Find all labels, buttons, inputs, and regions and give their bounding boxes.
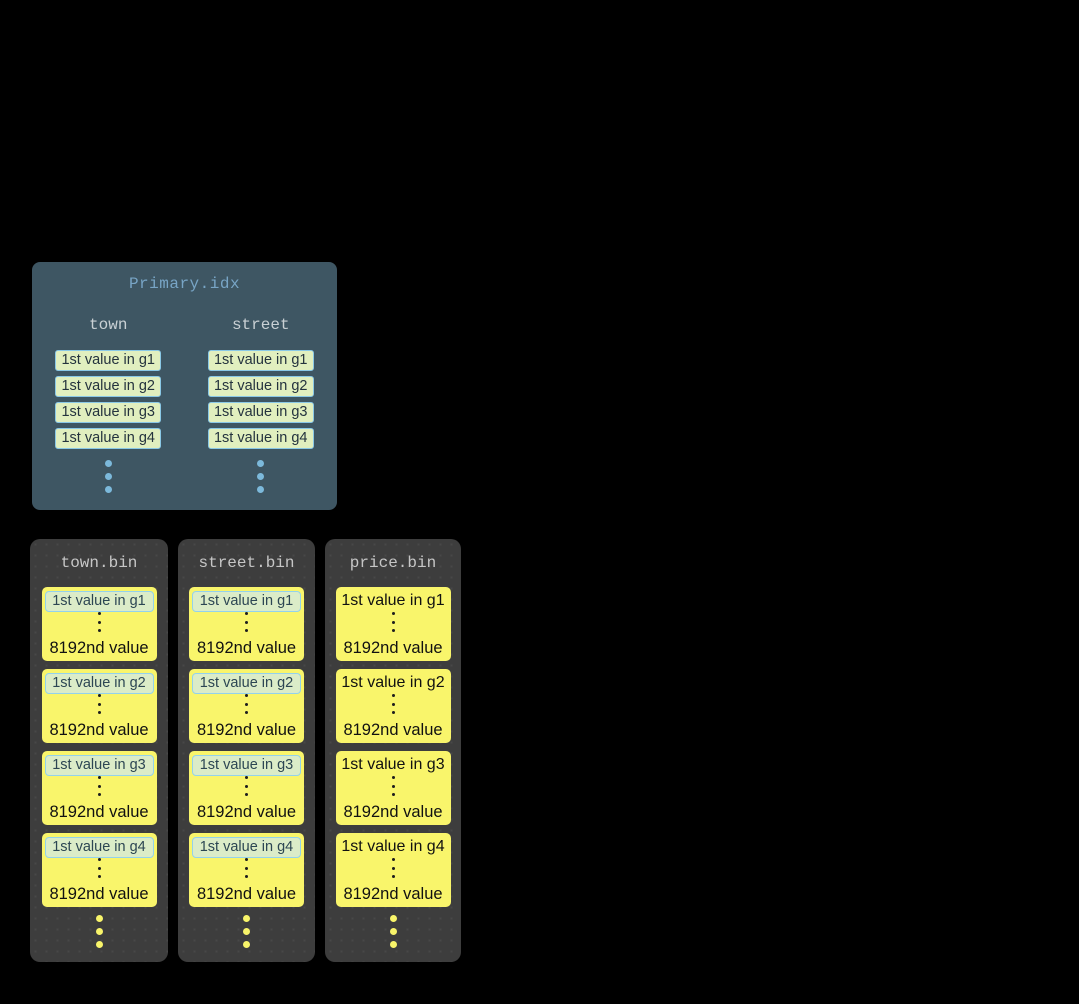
vertical-ellipsis-icon	[97, 858, 101, 884]
index-entry: 1st value in g1	[207, 350, 314, 371]
vertical-ellipsis-icon	[97, 694, 101, 720]
granule-first-value: 1st value in g1	[341, 592, 445, 609]
granule-block: 1st value in g1 8192nd value	[335, 587, 451, 661]
granule-last-value: 8192nd value	[196, 885, 297, 903]
granule-last-value: 8192nd value	[196, 721, 297, 739]
granule-last-value: 8192nd value	[343, 639, 443, 657]
granule-first-value: 1st value in g3	[192, 755, 301, 776]
granule-last-value: 8192nd value	[196, 639, 297, 657]
index-column-street: street 1st value in g1 1st value in g2 1…	[185, 314, 338, 499]
primary-index-panel: Primary.idx town 1st value in g1 1st val…	[32, 262, 337, 510]
granule-last-value: 8192nd value	[343, 885, 443, 903]
index-entry: 1st value in g1	[55, 350, 161, 371]
vertical-ellipsis-icon	[178, 915, 315, 954]
vertical-ellipsis-icon	[325, 915, 461, 954]
granule-last-value: 8192nd value	[49, 885, 149, 903]
index-entry: 1st value in g4	[207, 428, 314, 449]
granule-block: 1st value in g3 8192nd value	[189, 751, 304, 825]
granule-block: 1st value in g4 8192nd value	[335, 833, 451, 907]
index-entry: 1st value in g3	[207, 402, 314, 423]
granule-list: 1st value in g1 8192nd value 1st value i…	[325, 587, 461, 907]
granule-block: 1st value in g3 8192nd value	[41, 751, 157, 825]
primary-index-title: Primary.idx	[128, 275, 241, 293]
granule-list: 1st value in g1 8192nd value 1st value i…	[30, 587, 168, 907]
bin-file-panel-price: price.bin 1st value in g1 8192nd value 1…	[325, 539, 461, 962]
granule-first-value: 1st value in g1	[192, 591, 301, 612]
granule-block: 1st value in g4 8192nd value	[41, 833, 157, 907]
vertical-ellipsis-icon	[245, 694, 248, 720]
vertical-ellipsis-icon	[245, 612, 248, 638]
index-column-town: town 1st value in g1 1st value in g2 1st…	[32, 314, 185, 499]
granule-first-value: 1st value in g2	[44, 673, 154, 694]
granule-last-value: 8192nd value	[49, 639, 149, 657]
vertical-ellipsis-icon	[104, 460, 112, 499]
vertical-ellipsis-icon	[257, 460, 265, 499]
index-entry: 1st value in g3	[55, 402, 161, 423]
bin-file-title: town.bin	[60, 554, 138, 572]
primary-index-columns: town 1st value in g1 1st value in g2 1st…	[32, 314, 337, 499]
granule-first-value: 1st value in g4	[44, 837, 154, 858]
bin-file-title: price.bin	[349, 554, 437, 572]
granule-last-value: 8192nd value	[49, 721, 149, 739]
granule-last-value: 8192nd value	[49, 803, 149, 821]
vertical-ellipsis-icon	[245, 858, 248, 884]
vertical-ellipsis-icon	[391, 858, 395, 884]
vertical-ellipsis-icon	[245, 776, 248, 802]
granule-first-value: 1st value in g2	[192, 673, 301, 694]
granule-block: 1st value in g2 8192nd value	[335, 669, 451, 743]
vertical-ellipsis-icon	[391, 612, 395, 638]
vertical-ellipsis-icon	[391, 694, 395, 720]
granule-last-value: 8192nd value	[196, 803, 297, 821]
index-entry: 1st value in g4	[55, 428, 161, 449]
vertical-ellipsis-icon	[30, 915, 168, 954]
granule-first-value: 1st value in g4	[341, 838, 445, 855]
granule-last-value: 8192nd value	[343, 803, 443, 821]
index-entry: 1st value in g2	[207, 376, 314, 397]
bin-file-panel-town: town.bin 1st value in g1 8192nd value 1s…	[30, 539, 168, 962]
index-entry: 1st value in g2	[55, 376, 161, 397]
granule-first-value: 1st value in g4	[192, 837, 301, 858]
granule-block: 1st value in g1 8192nd value	[189, 587, 304, 661]
granule-first-value: 1st value in g1	[44, 591, 154, 612]
granule-block: 1st value in g4 8192nd value	[189, 833, 304, 907]
vertical-ellipsis-icon	[97, 776, 101, 802]
column-header-town: town	[89, 316, 128, 334]
granule-first-value: 1st value in g2	[341, 674, 445, 691]
column-header-street: street	[231, 316, 290, 334]
granule-block: 1st value in g2 8192nd value	[189, 669, 304, 743]
granule-list: 1st value in g1 8192nd value 1st value i…	[178, 587, 315, 907]
bin-file-panel-street: street.bin 1st value in g1 8192nd value …	[178, 539, 315, 962]
granule-first-value: 1st value in g3	[341, 756, 445, 773]
vertical-ellipsis-icon	[391, 776, 395, 802]
granule-last-value: 8192nd value	[343, 721, 443, 739]
granule-block: 1st value in g3 8192nd value	[335, 751, 451, 825]
granule-first-value: 1st value in g3	[44, 755, 154, 776]
granule-block: 1st value in g1 8192nd value	[41, 587, 157, 661]
bin-file-title: street.bin	[198, 554, 295, 572]
granule-block: 1st value in g2 8192nd value	[41, 669, 157, 743]
vertical-ellipsis-icon	[97, 612, 101, 638]
